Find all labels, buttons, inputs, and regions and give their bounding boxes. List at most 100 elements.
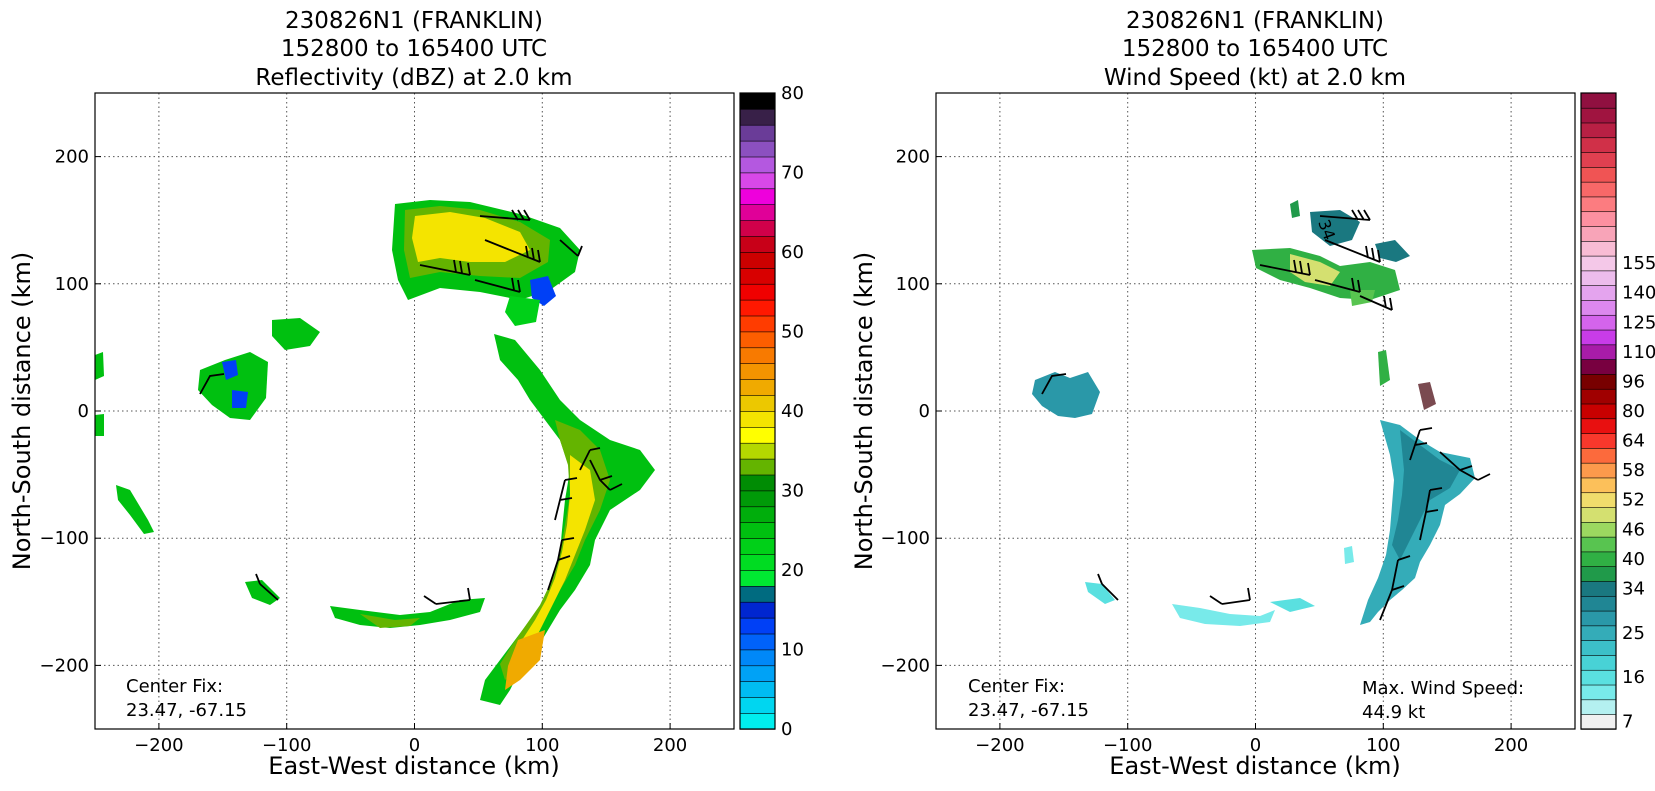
windspeed-colorbar-segment [1580, 477, 1617, 494]
windspeed-colorbar-segment [1580, 344, 1617, 360]
windspeed-colorbar-tick-label: 140 [1622, 283, 1655, 304]
windspeed-colorbar-segment [1580, 536, 1617, 553]
reflectivity-echo-south-cell [330, 598, 485, 628]
windspeed-colorbar-tick-label: 46 [1622, 519, 1645, 540]
reflectivity-echo-far-west2 [95, 414, 104, 436]
reflectivity-colorbar-segment [739, 633, 776, 651]
windspeed-colorbar-segment [1580, 358, 1617, 375]
windspeed-colorbar-tick-label: 96 [1622, 371, 1645, 392]
reflectivity-colorbar-segment [739, 283, 776, 301]
windspeed-xtick-label: 0 [1250, 735, 1261, 756]
windspeed-colorbar-segment [1580, 566, 1617, 582]
reflectivity-colorbar-segment [739, 124, 776, 142]
reflectivity-centerfix-label: Center Fix: [126, 676, 223, 697]
windspeed-colorbar-segment [1580, 225, 1617, 242]
reflectivity-colorbar-segment [739, 347, 776, 364]
reflectivity-echo-north-core [412, 212, 530, 262]
windspeed-colorbar-segment [1580, 403, 1617, 420]
windspeed-ytick-label: 0 [919, 401, 930, 422]
reflectivity-title-line2: 152800 to 165400 UTC [281, 36, 547, 62]
windspeed-colorbar-tick-label: 52 [1622, 490, 1645, 511]
windspeed-xtick-label: 200 [1494, 735, 1528, 756]
reflectivity-colorbar-segment [739, 569, 776, 587]
windspeed-colorbar-segment [1580, 270, 1617, 286]
windspeed-colorbar-segment [1580, 610, 1617, 627]
reflectivity-ticks: −200 −100 0 100 200 −200 −100 0 100 200 [40, 147, 688, 756]
windspeed-colorbar-segment [1580, 92, 1617, 109]
windspeed-title-line2: 152800 to 165400 UTC [1122, 36, 1388, 62]
reflectivity-colorbar-tick-label: 50 [781, 322, 804, 343]
reflectivity-xtick-label: 0 [409, 735, 420, 756]
windspeed-title-line3: Wind Speed (kt) at 2.0 km [1104, 65, 1406, 91]
windspeed-colorbar-tick-label: 155 [1622, 253, 1655, 274]
reflectivity-colorbar-segment [739, 601, 776, 619]
reflectivity-colorbar-segment [739, 537, 776, 555]
reflectivity-colorbar-segment [739, 410, 776, 428]
windspeed-xtick-label: −200 [975, 735, 1024, 756]
reflectivity-colorbar-tick-label: 20 [781, 560, 804, 581]
reflectivity-colorbar-tick-label: 60 [781, 242, 804, 263]
reflectivity-xtick-label: −200 [134, 735, 183, 756]
windspeed-echo-east-dark [1392, 430, 1460, 560]
windspeed-colorbar-tick-label: 125 [1622, 312, 1655, 333]
windspeed-colorbar-segment [1580, 625, 1617, 641]
windspeed-maxwind-label: Max. Wind Speed: [1362, 678, 1524, 699]
windspeed-colorbar-segment [1580, 684, 1617, 701]
windspeed-echo-south-light2 [1270, 598, 1315, 612]
windspeed-colorbar-segment [1580, 595, 1617, 612]
reflectivity-echo-north-blue [530, 276, 556, 306]
reflectivity-colorbar-segment [739, 219, 776, 237]
reflectivity-colorbar-segment [739, 204, 776, 221]
reflectivity-ylabel: North-South distance (km) [8, 252, 36, 571]
reflectivity-colorbar-tick-label: 30 [781, 481, 804, 502]
windspeed-echo-east-north [1378, 350, 1390, 386]
reflectivity-title-line3: Reflectivity (dBZ) at 2.0 km [255, 65, 572, 91]
windspeed-colorbar-segment [1580, 669, 1617, 686]
reflectivity-echo-sw-cell [245, 580, 280, 605]
windspeed-xtick-label: 100 [1366, 735, 1400, 756]
windspeed-echo-north-teal2 [1375, 240, 1410, 262]
windspeed-ytick-label: 100 [896, 274, 930, 295]
windspeed-field [1032, 200, 1475, 626]
reflectivity-colorbar-segment [739, 521, 776, 539]
reflectivity-xtick-label: −100 [262, 735, 311, 756]
reflectivity-title-line1: 230826N1 (FRANKLIN) [285, 8, 543, 34]
reflectivity-centerfix-value: 23.47, -67.15 [126, 700, 247, 721]
windspeed-colorbar-segment [1580, 329, 1617, 346]
reflectivity-ytick-label: −100 [40, 528, 89, 549]
reflectivity-colorbar-tick-label: 0 [781, 719, 792, 740]
windspeed-colorbar-segment [1580, 639, 1617, 656]
windspeed-colorbar-segment [1580, 373, 1617, 390]
reflectivity-colorbar-tick-label: 80 [781, 83, 804, 104]
windspeed-colorbar-segment [1580, 699, 1617, 715]
reflectivity-colorbar-segment [739, 506, 776, 523]
reflectivity-colorbar-segment [739, 108, 776, 126]
windspeed-colorbar-segment [1580, 432, 1617, 449]
windspeed-colorbar: 7 16 25 34 40 46 52 58 64 80 96 110 125 140 155 [1580, 92, 1655, 733]
reflectivity-colorbar-frame [739, 92, 776, 730]
reflectivity-echo-west-blue2 [232, 390, 248, 408]
windspeed-colorbar-segment [1580, 580, 1617, 597]
windspeed-ytick-label: −100 [881, 528, 930, 549]
reflectivity-xtick-label: 200 [653, 735, 687, 756]
reflectivity-colorbar-tick-label: 10 [781, 640, 804, 661]
reflectivity-colorbar-segment [739, 474, 776, 492]
reflectivity-echo-north-tail [505, 296, 540, 326]
reflectivity-colorbar-segment [739, 331, 776, 349]
reflectivity-colorbar-segment [739, 680, 776, 698]
windspeed-colorbar-segment [1580, 181, 1617, 198]
reflectivity-colorbar-segment [739, 426, 776, 444]
windspeed-echo-south-light [1172, 604, 1275, 626]
reflectivity-xtick-label: 100 [525, 735, 559, 756]
windspeed-colorbar-tick-label: 110 [1622, 342, 1655, 363]
reflectivity-colorbar-segment [739, 140, 776, 158]
reflectivity-colorbar-segment [739, 92, 776, 110]
reflectivity-ytick-label: −200 [40, 655, 89, 676]
reflectivity-colorbar-segment [739, 458, 776, 476]
windspeed-centerfix-value: 23.47, -67.15 [968, 700, 1089, 721]
reflectivity-echo-nw-cell [272, 318, 320, 350]
windspeed-ytick-label: 200 [896, 147, 930, 168]
reflectivity-colorbar-segment [739, 649, 776, 667]
windspeed-colorbar-segment [1580, 521, 1617, 538]
